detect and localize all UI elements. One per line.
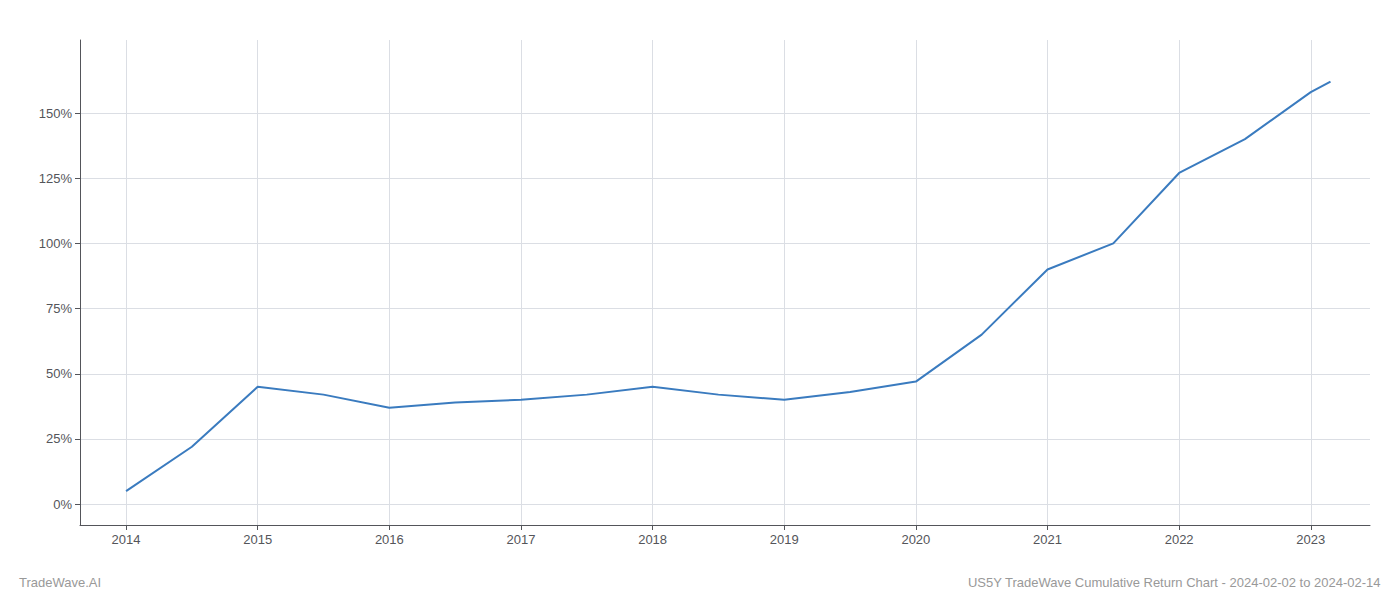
svg-text:2022: 2022: [1165, 532, 1194, 547]
svg-text:100%: 100%: [39, 236, 73, 251]
svg-text:25%: 25%: [46, 431, 72, 446]
svg-text:2019: 2019: [770, 532, 799, 547]
svg-text:50%: 50%: [46, 366, 72, 381]
svg-text:2017: 2017: [507, 532, 536, 547]
svg-text:150%: 150%: [39, 106, 73, 121]
svg-text:2018: 2018: [638, 532, 667, 547]
svg-text:TradeWave.AI: TradeWave.AI: [19, 575, 101, 590]
svg-text:125%: 125%: [39, 171, 73, 186]
svg-text:US5Y TradeWave Cumulative Retu: US5Y TradeWave Cumulative Return Chart -…: [968, 575, 1381, 590]
svg-text:0%: 0%: [53, 497, 72, 512]
svg-text:2015: 2015: [243, 532, 272, 547]
svg-text:2021: 2021: [1033, 532, 1062, 547]
svg-text:75%: 75%: [46, 301, 72, 316]
svg-text:2020: 2020: [901, 532, 930, 547]
svg-text:2016: 2016: [375, 532, 404, 547]
svg-text:2023: 2023: [1296, 532, 1325, 547]
svg-text:2014: 2014: [112, 532, 141, 547]
